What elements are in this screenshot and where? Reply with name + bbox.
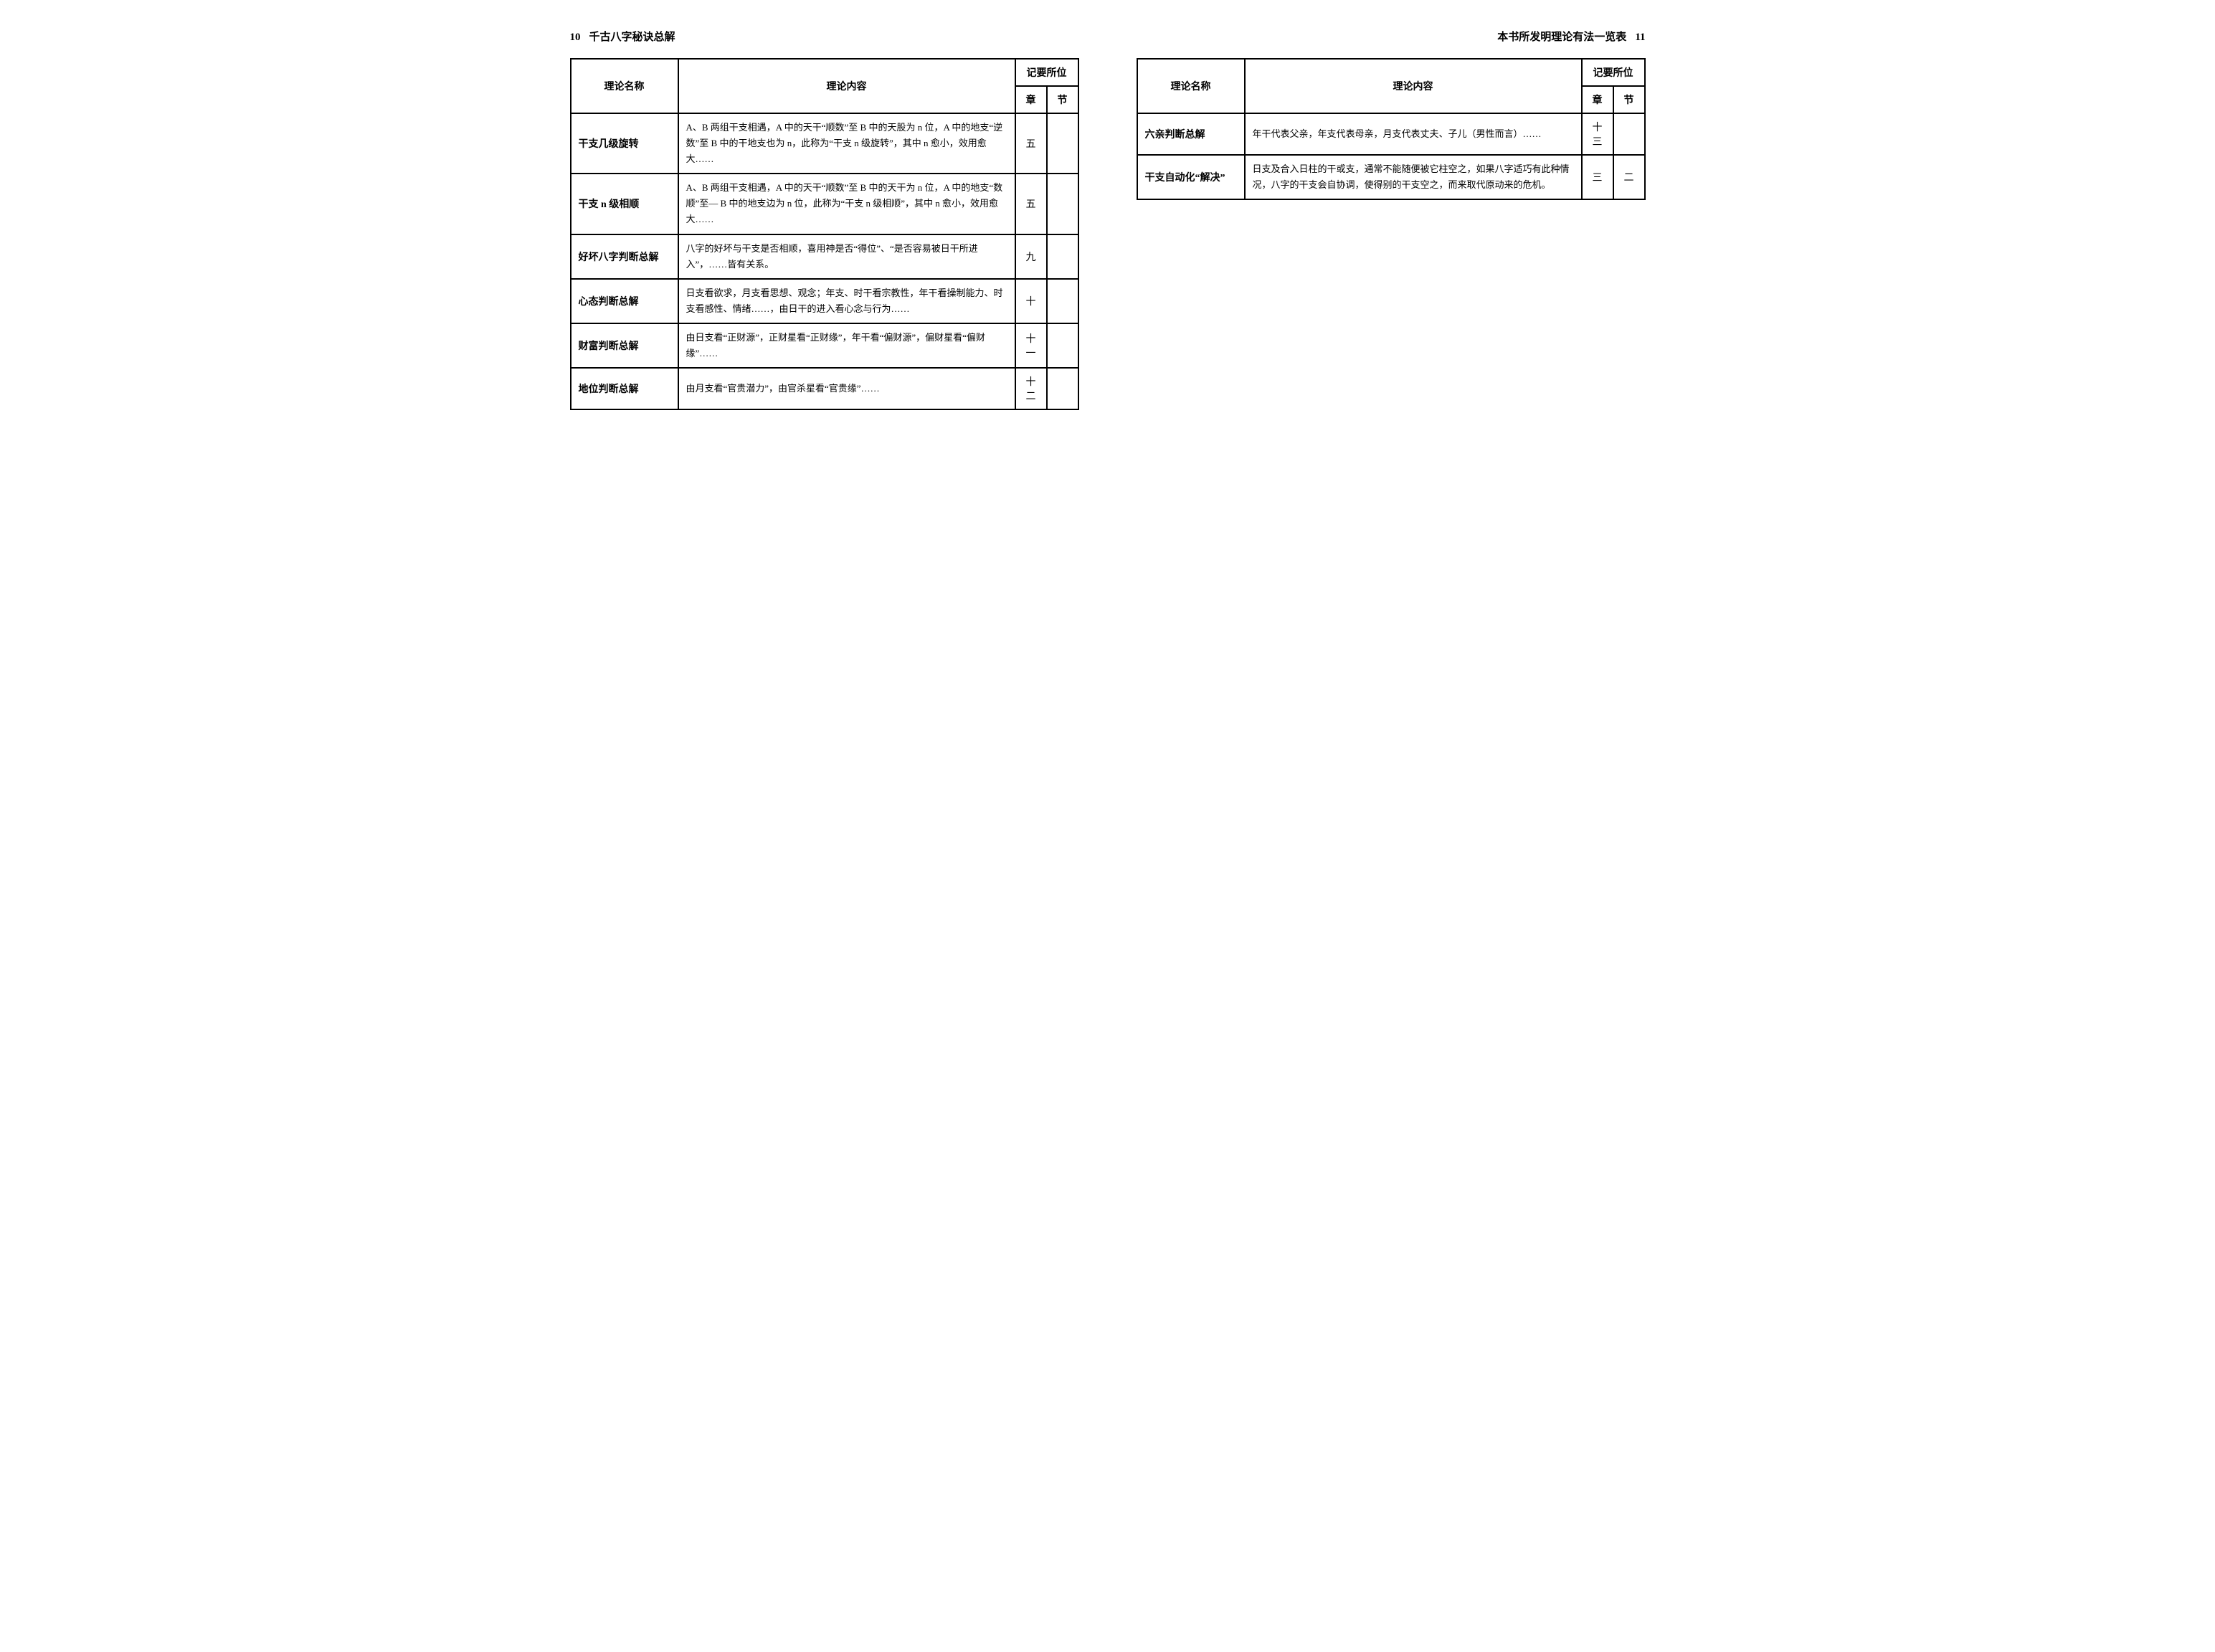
cell-name: 心态判断总解 [571, 279, 678, 323]
cell-chapter: 十二 [1015, 368, 1047, 409]
cell-name: 六亲判断总解 [1137, 113, 1245, 155]
cell-section [1047, 323, 1078, 368]
cell-name: 好坏八字判断总解 [571, 234, 678, 279]
left-page-header: 10 千古八字秘诀总解 [570, 29, 1079, 44]
table-row: 干支自动化“解决” 日支及合入日柱的干或支，通常不能随便被它柱空之，如果八字适巧… [1137, 155, 1645, 199]
table-row: 心态判断总解 日支看欲求，月支看思想、观念；年支、时干看宗教性，年干看操制能力、… [571, 279, 1078, 323]
header-name: 理论名称 [1137, 59, 1245, 113]
right-theory-table: 理论名称 理论内容 记要所位 章 节 六亲判断总解 年干代表父亲，年支代表母亲，… [1137, 58, 1646, 200]
cell-chapter: 五 [1015, 174, 1047, 234]
header-location: 记要所位 [1015, 59, 1078, 86]
cell-section [1047, 368, 1078, 409]
header-chapter: 章 [1015, 86, 1047, 113]
header-location: 记要所位 [1582, 59, 1645, 86]
left-theory-table: 理论名称 理论内容 记要所位 章 节 干支几级旋转 A、B 两组干支相遇，A 中… [570, 58, 1079, 410]
table-row: 财富判断总解 由日支看“正财源”，正财星看“正财缘”，年干看“偏财源”，偏财星看… [571, 323, 1078, 368]
cell-section [1047, 113, 1078, 174]
cell-content: A、B 两组干支相遇，A 中的天干“顺数”至 B 中的天干为 n 位，A 中的地… [678, 174, 1015, 234]
cell-chapter: 十三 [1582, 113, 1613, 155]
cell-content: 由月支看“官贵潜力”，由官杀星看“官贵缘”…… [678, 368, 1015, 409]
cell-name: 干支 n 级相顺 [571, 174, 678, 234]
table-row: 地位判断总解 由月支看“官贵潜力”，由官杀星看“官贵缘”…… 十二 [571, 368, 1078, 409]
cell-content: A、B 两组干支相遇，A 中的天干“顺数”至 B 中的天股为 n 位，A 中的地… [678, 113, 1015, 174]
table-row: 好坏八字判断总解 八字的好坏与干支是否相顺，喜用神是否“得位”、“是否容易被日干… [571, 234, 1078, 279]
cell-chapter: 五 [1015, 113, 1047, 174]
cell-name: 财富判断总解 [571, 323, 678, 368]
cell-name: 干支自动化“解决” [1137, 155, 1245, 199]
cell-chapter: 九 [1015, 234, 1047, 279]
cell-name: 干支几级旋转 [571, 113, 678, 174]
cell-section [1047, 234, 1078, 279]
table-header-row: 理论名称 理论内容 记要所位 [571, 59, 1078, 86]
left-page-number: 10 [570, 32, 581, 44]
cell-content: 日支及合入日柱的干或支，通常不能随便被它柱空之，如果八字适巧有此种情况，八字的干… [1245, 155, 1582, 199]
header-section: 节 [1613, 86, 1645, 113]
cell-content: 八字的好坏与干支是否相顺，喜用神是否“得位”、“是否容易被日干所进入”，……皆有… [678, 234, 1015, 279]
table-header-row: 理论名称 理论内容 记要所位 [1137, 59, 1645, 86]
cell-chapter: 十 [1015, 279, 1047, 323]
table-row: 六亲判断总解 年干代表父亲，年支代表母亲，月支代表丈夫、子儿（男性而言）…… 十… [1137, 113, 1645, 155]
right-page: 本书所发明理论有法一览表 11 理论名称 理论内容 记要所位 章 节 [1137, 29, 1646, 410]
cell-content: 日支看欲求，月支看思想、观念；年支、时干看宗教性，年干看操制能力、时支看感性、情… [678, 279, 1015, 323]
left-running-head: 千古八字秘诀总解 [589, 29, 675, 44]
header-content: 理论内容 [678, 59, 1015, 113]
header-chapter: 章 [1582, 86, 1613, 113]
header-section: 节 [1047, 86, 1078, 113]
table-row: 干支 n 级相顺 A、B 两组干支相遇，A 中的天干“顺数”至 B 中的天干为 … [571, 174, 1078, 234]
header-content: 理论内容 [1245, 59, 1582, 113]
right-page-header: 本书所发明理论有法一览表 11 [1137, 29, 1646, 44]
cell-section [1613, 113, 1645, 155]
cell-chapter: 三 [1582, 155, 1613, 199]
header-name: 理论名称 [571, 59, 678, 113]
cell-name: 地位判断总解 [571, 368, 678, 409]
left-page: 10 千古八字秘诀总解 理论名称 理论内容 记要所位 章 节 [570, 29, 1079, 410]
cell-section [1047, 174, 1078, 234]
cell-content: 年干代表父亲，年支代表母亲，月支代表丈夫、子儿（男性而言）…… [1245, 113, 1582, 155]
right-running-head: 本书所发明理论有法一览表 [1497, 29, 1626, 44]
right-page-number: 11 [1635, 32, 1645, 44]
book-spread: 10 千古八字秘诀总解 理论名称 理论内容 记要所位 章 节 [570, 29, 1646, 410]
table-row: 干支几级旋转 A、B 两组干支相遇，A 中的天干“顺数”至 B 中的天股为 n … [571, 113, 1078, 174]
cell-content: 由日支看“正财源”，正财星看“正财缘”，年干看“偏财源”，偏财星看“偏财缘”…… [678, 323, 1015, 368]
cell-chapter: 十一 [1015, 323, 1047, 368]
cell-section [1047, 279, 1078, 323]
cell-section: 二 [1613, 155, 1645, 199]
